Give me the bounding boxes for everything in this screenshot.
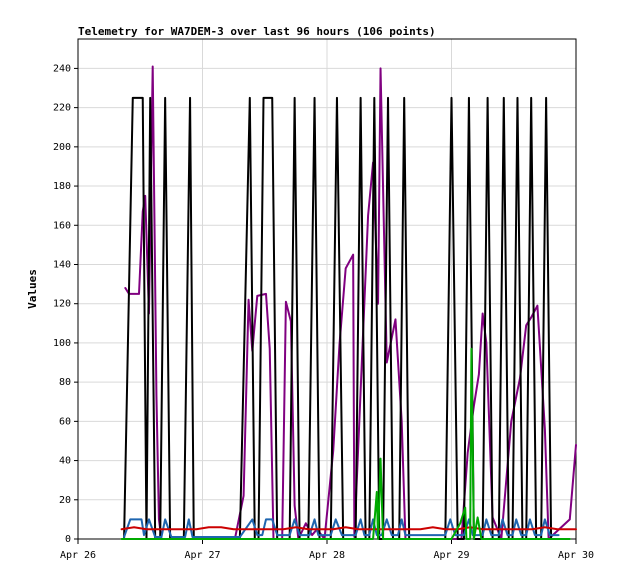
chart-title: Telemetry for WA7DEM-3 over last 96 hour…	[78, 25, 436, 38]
series-line-4	[120, 347, 571, 540]
y-axis-label: Values	[26, 269, 39, 309]
y-tick-label-40: 40	[59, 456, 71, 467]
axis-layer: 0 20 40 60 80 100 120 140 160 180 200 220 240 Apr 26 A…	[53, 38, 594, 561]
y-tick-label-200: 200	[53, 142, 71, 153]
x-tick-label-0: Apr 26	[60, 550, 96, 561]
series-line-3	[120, 526, 577, 531]
x-tick-label-1: Apr 27	[184, 550, 220, 561]
series-layer	[120, 65, 577, 540]
y-tick-label-100: 100	[53, 338, 71, 349]
y-tick-label-20: 20	[59, 495, 71, 506]
y-tick-label-160: 160	[53, 220, 71, 231]
y-tick-label-180: 180	[53, 181, 71, 192]
y-tick-label-60: 60	[59, 416, 71, 427]
y-tick-label-80: 80	[59, 377, 71, 388]
y-tick-label-240: 240	[53, 63, 71, 74]
y-tick-label-140: 140	[53, 259, 71, 270]
x-tick-label-4: Apr 30	[558, 550, 594, 561]
y-tick-label-120: 120	[53, 299, 71, 310]
x-tick-label-3: Apr 29	[433, 550, 469, 561]
series-line-2	[123, 518, 560, 539]
y-tick-label-0: 0	[65, 534, 71, 545]
x-tick-label-2: Apr 28	[309, 550, 345, 561]
y-tick-label-220: 220	[53, 103, 71, 114]
